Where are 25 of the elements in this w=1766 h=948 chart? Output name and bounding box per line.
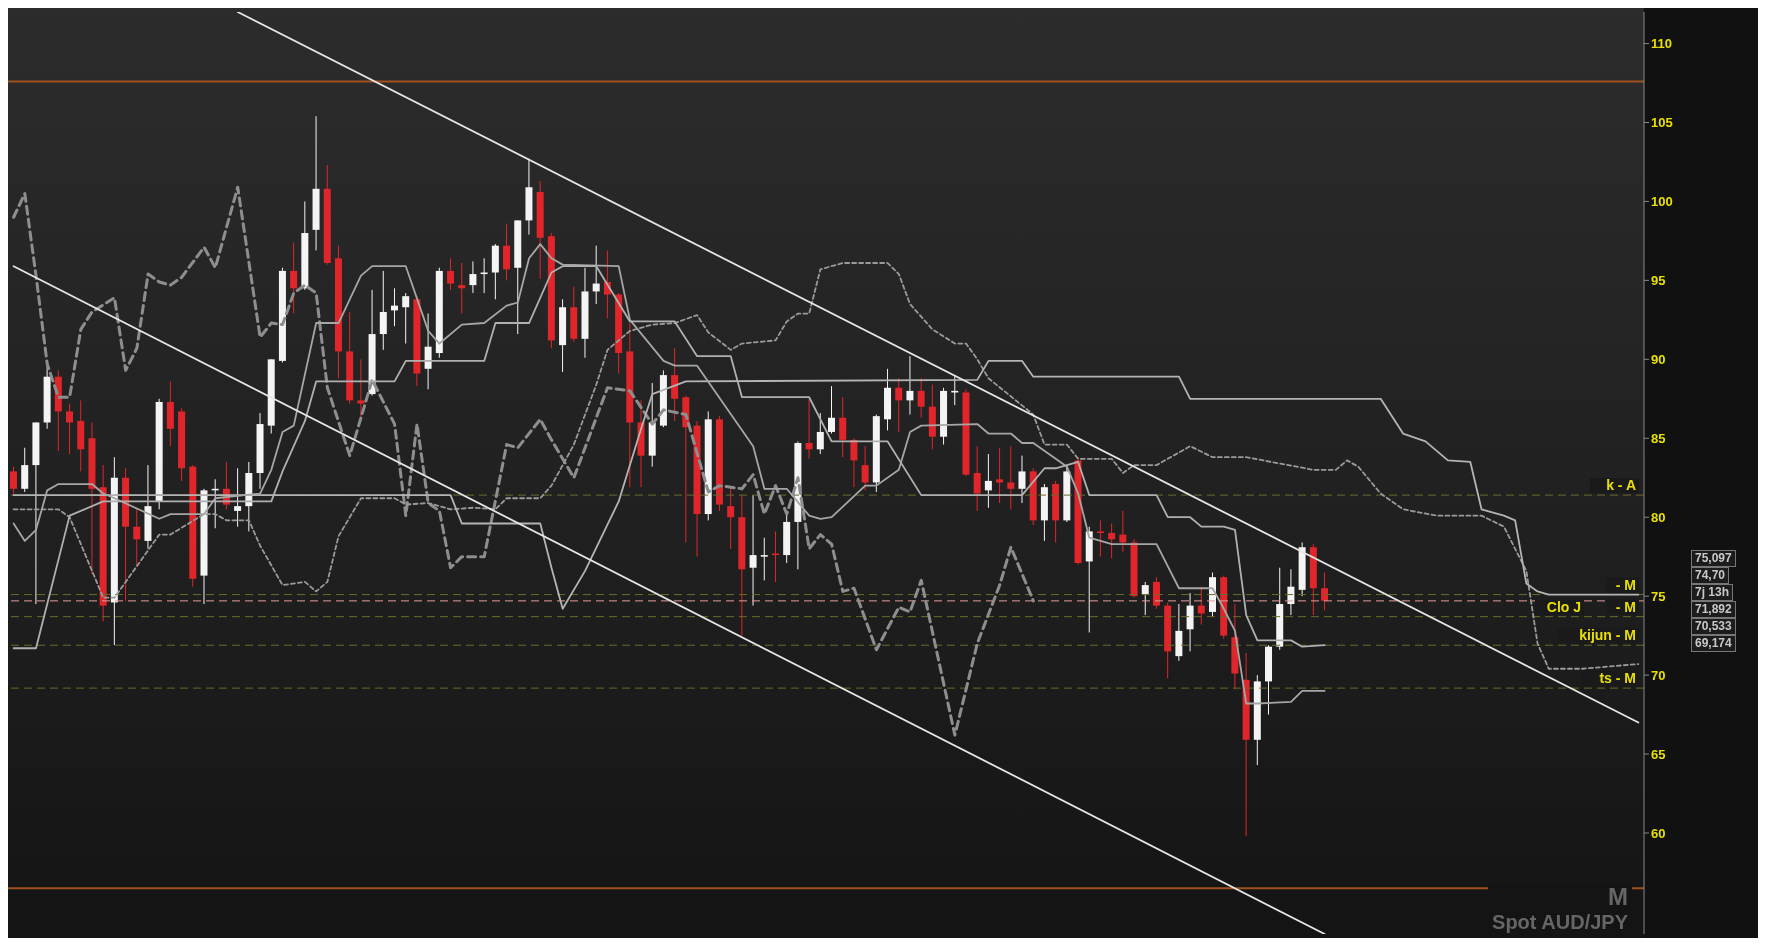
text: 74,70 — [1691, 566, 1730, 584]
text: M — [1607, 883, 1628, 911]
y-tick-label: 75 — [1651, 588, 1666, 604]
y-tick-label: 95 — [1651, 273, 1666, 289]
y-tick-label: 105 — [1651, 115, 1673, 131]
y-tick-label: 60 — [1651, 825, 1666, 841]
text: Spot AUD/JPY — [1492, 911, 1628, 934]
y-tick-label: 65 — [1651, 746, 1666, 762]
y-tick-label: 70 — [1651, 667, 1666, 683]
ref-line-label: kijun - M — [1579, 627, 1636, 644]
y-tick-label: 110 — [1651, 36, 1672, 52]
y-tick-label: 80 — [1651, 509, 1666, 525]
y-tick-label: 100 — [1651, 194, 1673, 210]
text: 7j 13h — [1691, 583, 1734, 601]
ref-line-label: - M — [1615, 576, 1636, 593]
text: 69,174 — [1691, 634, 1736, 652]
y-tick-label: 90 — [1651, 351, 1666, 367]
text: 75,097 — [1691, 549, 1736, 567]
y-tick-label: 85 — [1651, 430, 1666, 446]
ref-line-label: - M — [1615, 598, 1636, 615]
ref-line-label: k - A — [1606, 477, 1636, 494]
ref-line-label: Clo J — [1546, 598, 1581, 615]
text: 71,892 — [1691, 600, 1736, 618]
text: 70,533 — [1691, 617, 1736, 635]
ref-line-label: ts - M — [1599, 670, 1636, 687]
